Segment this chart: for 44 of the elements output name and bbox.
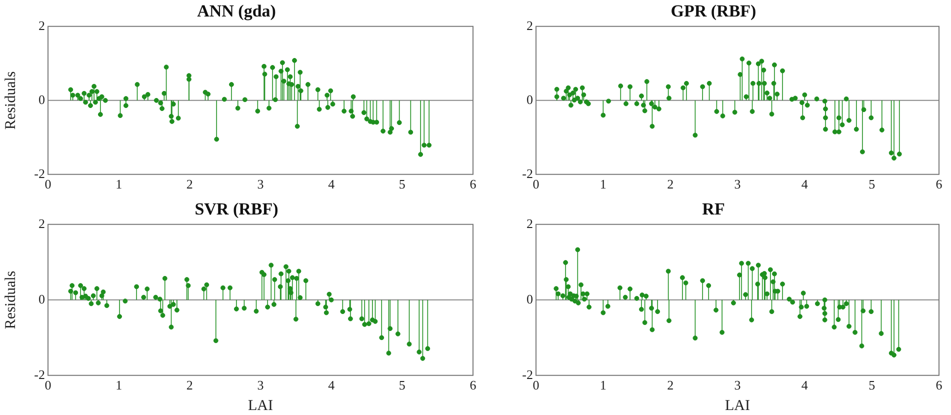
- x-tick-label: 3: [734, 176, 741, 192]
- y-axis-title: Residuals: [2, 270, 19, 330]
- y-tick-label: 2: [38, 18, 45, 33]
- x-tick-label: 5: [868, 378, 876, 393]
- chart-title: SVR (RBF): [194, 200, 278, 219]
- x-tick-label: 2: [667, 176, 674, 192]
- x-tick-label: 1: [116, 378, 122, 393]
- chart-title: GPR (RBF): [670, 2, 756, 21]
- x-tick-label: 4: [328, 176, 336, 192]
- x-tick-label: 3: [257, 378, 264, 393]
- x-tick-label: 2: [186, 378, 193, 393]
- x-tick-label: 5: [398, 378, 406, 393]
- x-tick-label: 2: [186, 176, 193, 192]
- y-tick-label: -2: [522, 166, 533, 181]
- x-tick-label: 1: [600, 378, 606, 393]
- x-tick-label: 3: [734, 378, 741, 393]
- x-axis-title: LAI: [248, 398, 273, 414]
- y-tick-label: 0: [526, 291, 533, 306]
- x-tick-label: 1: [600, 176, 606, 192]
- x-tick-label: 5: [868, 176, 876, 192]
- chart-title: ANN (gda): [197, 2, 276, 21]
- x-tick-label: 6: [936, 176, 943, 192]
- x-tick-label: 1: [116, 176, 122, 192]
- x-tick-label: 3: [257, 176, 264, 192]
- y-tick-label: -2: [34, 166, 45, 181]
- x-tick-label: 4: [801, 378, 808, 393]
- y-tick-label: -2: [34, 366, 45, 382]
- x-tick-label: 6: [936, 378, 943, 393]
- y-tick-label: 2: [526, 216, 533, 231]
- y-tick-label: 0: [526, 92, 533, 107]
- x-tick-label: 4: [801, 176, 808, 192]
- y-axis-title: Residuals: [2, 71, 19, 130]
- chart-title: RF: [702, 200, 725, 219]
- x-tick-label: 4: [328, 378, 336, 393]
- x-tick-label: 5: [398, 176, 406, 192]
- y-tick-label: 2: [526, 18, 533, 33]
- y-tick-label: 2: [38, 216, 45, 231]
- x-tick-label: 6: [470, 378, 477, 393]
- y-tick-label: 0: [38, 92, 45, 107]
- x-axis-title: LAI: [725, 398, 750, 414]
- y-tick-label: -2: [522, 366, 533, 382]
- y-tick-label: 0: [38, 291, 45, 306]
- x-tick-label: 6: [470, 176, 477, 192]
- x-tick-label: 2: [667, 378, 674, 393]
